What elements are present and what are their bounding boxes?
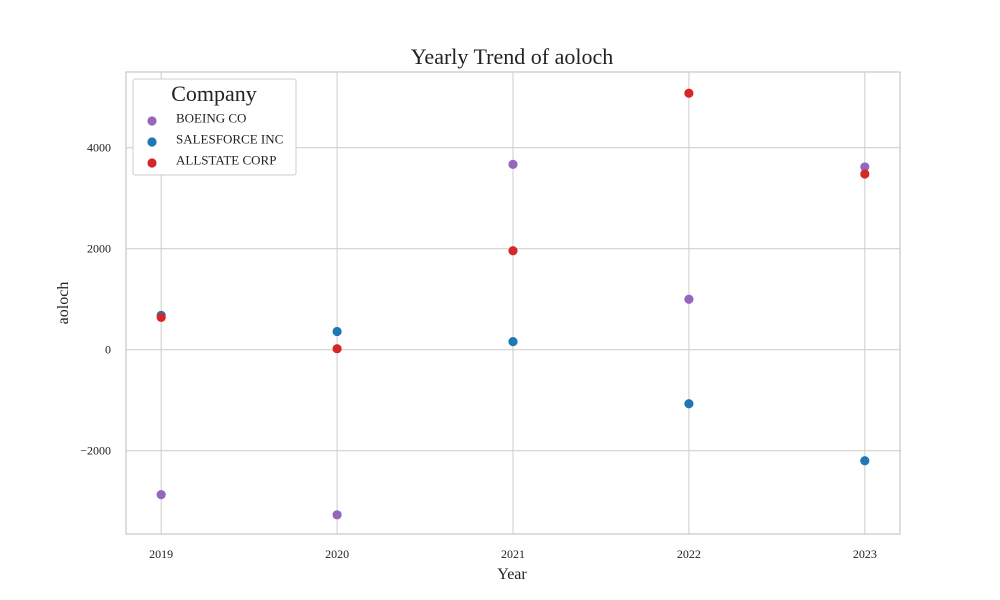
- x-tick-label: 2022: [677, 547, 701, 561]
- legend-box: [132, 78, 297, 176]
- legend-label: ALLSTATE CORP: [176, 153, 276, 168]
- legend-label: SALESFORCE INC: [176, 132, 283, 147]
- x-tick-label: 2020: [325, 547, 349, 561]
- data-point: [332, 510, 342, 520]
- data-points: [156, 88, 870, 520]
- data-point: [508, 246, 518, 256]
- x-axis-label: Year: [497, 566, 527, 583]
- x-tick-label: 2021: [501, 547, 525, 561]
- data-point: [860, 456, 870, 466]
- data-point: [684, 88, 694, 98]
- legend-items: BOEING CO SALESFORCE INC ALLSTATE CORP: [147, 111, 283, 168]
- data-point: [508, 337, 518, 347]
- legend-marker: [147, 158, 157, 168]
- data-point: [508, 159, 518, 169]
- data-point: [684, 399, 694, 409]
- y-tick-label: 4000: [87, 141, 111, 155]
- y-tick-label: 0: [105, 343, 111, 357]
- data-point: [332, 344, 342, 354]
- grid-lines: [126, 72, 900, 534]
- legend-marker: [147, 137, 157, 147]
- series-boeing-co: [156, 159, 870, 520]
- y-tick-label: 2000: [87, 242, 111, 256]
- legend-marker: [147, 116, 157, 126]
- tick-labels: 2019 2020 2021 2022 2023 −2000 0 2000 4000: [80, 141, 877, 561]
- data-point: [156, 490, 166, 500]
- data-point: [860, 162, 870, 172]
- x-tick-label: 2019: [149, 547, 173, 561]
- x-tick-label: 2023: [853, 547, 877, 561]
- data-point: [332, 326, 342, 337]
- legend-label: BOEING CO: [176, 111, 246, 126]
- plot-frame: [125, 71, 901, 535]
- data-point: [684, 294, 694, 304]
- y-tick-label: −2000: [80, 444, 111, 458]
- legend: Company BOEING CO SALESFORCE INC ALLSTATE …: [132, 78, 297, 176]
- y-axis-label: aoloch: [55, 282, 72, 325]
- legend-title: Company: [171, 81, 257, 106]
- data-point: [156, 312, 166, 322]
- series-allstate-corp: [156, 88, 870, 354]
- chart-title: Yearly Trend of aoloch: [411, 44, 613, 69]
- data-point: [860, 169, 870, 179]
